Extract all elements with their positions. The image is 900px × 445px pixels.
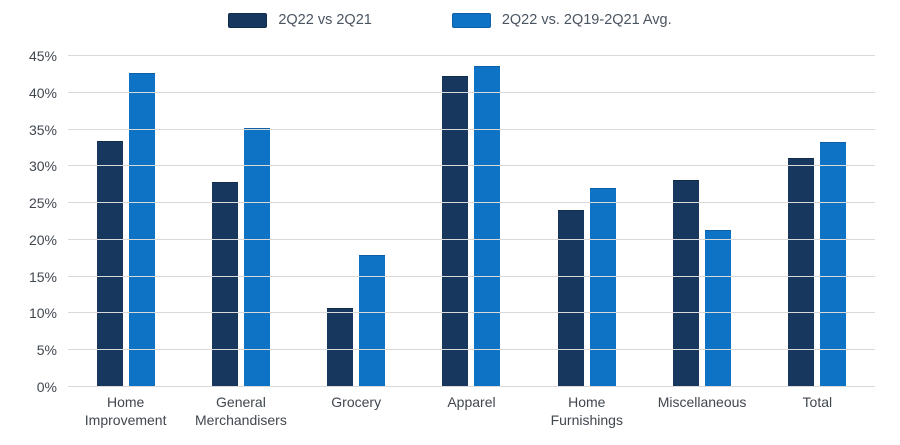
bar — [788, 157, 815, 387]
bar-group — [760, 56, 875, 387]
bar — [243, 128, 270, 387]
bars-row — [68, 56, 875, 387]
gridline — [68, 128, 875, 130]
bar — [442, 75, 469, 387]
y-tick-label: 20% — [28, 231, 57, 248]
y-tick-label: 45% — [28, 48, 57, 64]
y-tick-label: 15% — [28, 268, 57, 285]
legend-item-2q22-vs-2q21: 2Q22 vs 2Q21 — [228, 12, 372, 28]
x-category-label: Miscellaneous — [657, 394, 747, 410]
y-tick-label: 10% — [28, 305, 57, 322]
gridline — [68, 165, 875, 167]
bar-group — [529, 56, 644, 387]
bar — [211, 181, 238, 387]
bar-group — [183, 56, 298, 387]
y-tick-label: 35% — [28, 121, 57, 138]
y-tick-label: 0% — [36, 379, 57, 395]
x-category-label: General Merchandisers — [195, 394, 287, 429]
gridline — [68, 55, 875, 56]
bar — [359, 254, 386, 387]
gridline — [68, 386, 875, 387]
bar — [474, 65, 501, 387]
x-category-label: Home Furnishings — [550, 394, 623, 429]
bar — [327, 308, 354, 387]
legend-label: 2Q22 vs. 2Q19-2Q21 Avg. — [501, 12, 672, 28]
bar — [589, 188, 616, 387]
y-tick-label: 25% — [28, 195, 57, 212]
x-category-label: Total — [802, 394, 833, 410]
bar-group — [644, 56, 759, 387]
y-tick-label: 30% — [28, 158, 57, 175]
bar-group — [299, 56, 414, 387]
legend-swatch-light-blue — [451, 12, 491, 28]
gridline — [68, 349, 875, 351]
x-category-label: Apparel — [447, 394, 496, 410]
legend-label: 2Q22 vs 2Q21 — [278, 12, 372, 28]
plot-area: 0% 5% 10% 15% 20% 25% 30% 35% 40% 45% — [29, 48, 875, 395]
bar — [673, 179, 700, 387]
y-tick-label: 5% — [36, 342, 57, 359]
bar — [557, 209, 584, 387]
gridline — [68, 238, 875, 240]
x-axis-labels: Home Improvement General Merchandisers Gro… — [68, 393, 875, 429]
legend-item-2q22-vs-avg: 2Q22 vs. 2Q19-2Q21 Avg. — [451, 12, 672, 28]
x-category-label: Grocery — [331, 394, 382, 410]
gridline — [68, 275, 875, 277]
bar — [128, 72, 155, 387]
y-tick-label: 40% — [28, 84, 57, 101]
gridline — [68, 91, 875, 93]
gridline — [68, 312, 875, 314]
bar-group — [414, 56, 529, 387]
bar — [705, 229, 732, 387]
legend: 2Q22 vs 2Q21 2Q22 vs. 2Q19-2Q21 Avg. — [0, 12, 900, 28]
gridline — [68, 202, 875, 204]
bar-group — [68, 56, 183, 387]
legend-swatch-dark-blue — [228, 12, 268, 28]
bar — [96, 141, 123, 387]
bar — [820, 142, 847, 387]
x-category-label: Home Improvement — [84, 394, 167, 429]
